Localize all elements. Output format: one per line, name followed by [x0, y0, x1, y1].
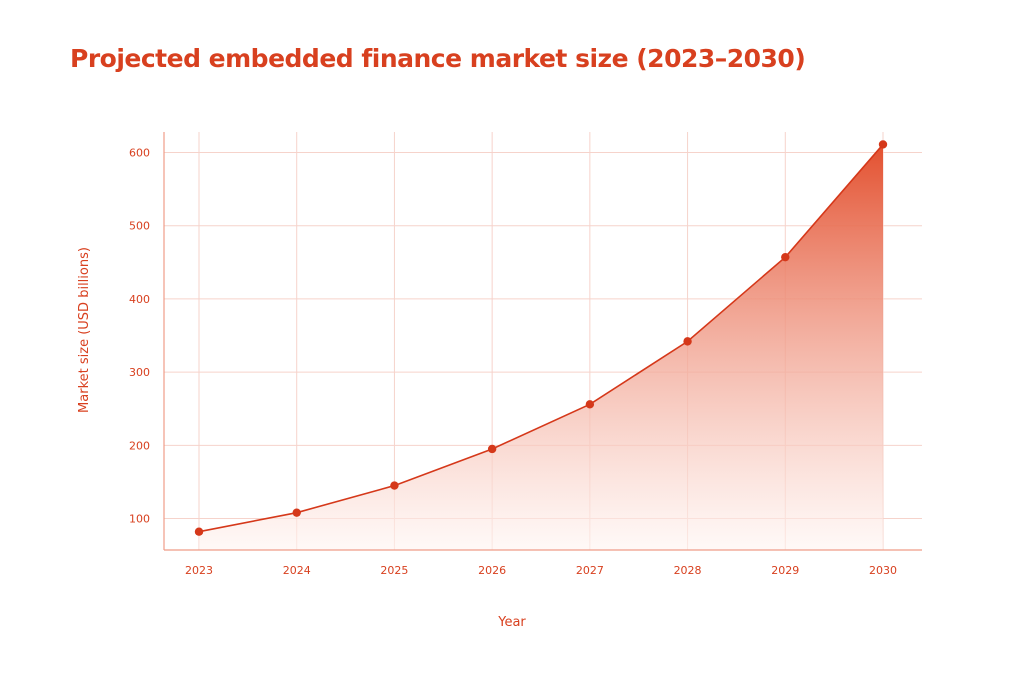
data-point [390, 481, 399, 490]
x-tick-label: 2029 [771, 564, 799, 577]
y-tick-label: 600 [129, 146, 150, 159]
axes [163, 132, 922, 551]
y-axis-label: Market size (USD billions) [77, 247, 92, 413]
data-point [878, 140, 888, 149]
area-fill [199, 144, 883, 551]
data-point [292, 508, 301, 517]
data-point [683, 337, 692, 346]
series-line [198, 143, 884, 533]
y-tick-label: 300 [129, 366, 150, 379]
y-tick-label: 100 [129, 513, 150, 526]
y-tick-label: 500 [129, 220, 150, 233]
x-tick-label: 2023 [185, 564, 213, 577]
x-tick-label: 2027 [576, 564, 604, 577]
x-tick-label: 2026 [478, 564, 506, 577]
x-axis-label: Year [497, 615, 526, 630]
data-point [487, 444, 497, 454]
data-point [781, 252, 790, 262]
chart-title: Projected embedded finance market size (… [70, 44, 806, 73]
x-tick-label: 2025 [380, 564, 408, 577]
data-point [585, 400, 595, 409]
data-point [194, 527, 204, 536]
x-tick-label: 2024 [283, 564, 311, 577]
x-tick-label: 2028 [674, 564, 702, 577]
x-tick-label: 2030 [869, 564, 897, 577]
y-tick-label: 200 [129, 439, 150, 452]
y-tick-label: 400 [129, 293, 150, 306]
